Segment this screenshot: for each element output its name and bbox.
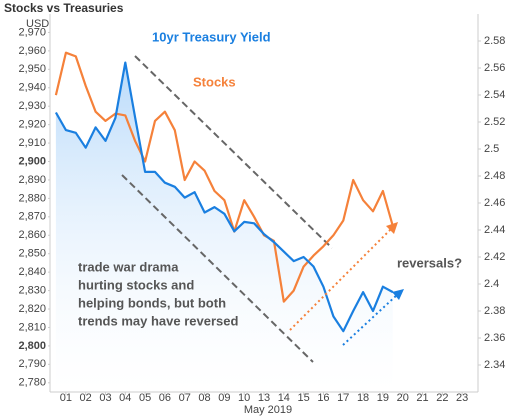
x-tick-label: 19 <box>377 392 389 404</box>
annotation: hurting stocks and <box>78 277 194 292</box>
x-tick-label: 03 <box>99 392 111 404</box>
y-tick-label: 2,900 <box>18 155 46 167</box>
x-tick-label: 22 <box>436 392 448 404</box>
y2-tick-label: 2.44 <box>484 224 505 236</box>
y-tick-label: 2,780 <box>18 377 46 389</box>
annotation: reversals? <box>397 255 462 270</box>
y-tick-label: 2,920 <box>18 119 46 131</box>
x-tick-label: 08 <box>198 392 210 404</box>
y-tick-label: 2,950 <box>18 63 46 75</box>
y2-tick-label: 2.4 <box>484 278 499 290</box>
annotation: trends may have reversed <box>78 313 238 328</box>
y2-tick-label: 2.5 <box>484 143 499 155</box>
y-tick-label: 2,930 <box>18 100 46 112</box>
x-tick-label: 02 <box>80 392 92 404</box>
x-tick-label: 09 <box>218 392 230 404</box>
y-tick-label: 2,850 <box>18 248 46 260</box>
y-tick-label: 2,800 <box>18 340 46 352</box>
x-tick-label: 07 <box>179 392 191 404</box>
y2-tick-label: 2.36 <box>484 332 505 344</box>
y2-tick-label: 2.38 <box>484 305 505 317</box>
y2-tick-label: 2.54 <box>484 89 505 101</box>
chart-title: Stocks vs Treasuries <box>4 1 124 15</box>
x-tick-label: 05 <box>139 392 151 404</box>
area <box>55 62 393 392</box>
x-tick-label: 21 <box>416 392 428 404</box>
y2-tick-label: 2.52 <box>484 116 505 128</box>
annotation: helping bonds, but both <box>78 295 226 310</box>
y-tick-label: 2,810 <box>18 321 46 333</box>
y2-tick-label: 2.46 <box>484 197 505 209</box>
y-tick-label: 2,840 <box>18 266 46 278</box>
arrow-head <box>386 222 398 234</box>
x-tick-label: 13 <box>258 392 270 404</box>
x-tick-label: 04 <box>119 392 131 404</box>
y2-tick-label: 2.42 <box>484 251 505 263</box>
x-tick-label: 18 <box>357 392 369 404</box>
x-tick-label: 16 <box>317 392 329 404</box>
trend-arrow <box>289 227 393 331</box>
y-tick-label: 2,790 <box>18 358 46 370</box>
y-axis-label: USD <box>26 18 49 30</box>
y-tick-label: 2,970 <box>18 26 46 38</box>
arrow-head <box>392 289 404 300</box>
y-tick-label: 2,890 <box>18 174 46 186</box>
y2-tick-label: 2.48 <box>484 170 505 182</box>
x-tick-label: 15 <box>298 392 310 404</box>
x-tick-label: 23 <box>456 392 468 404</box>
y-tick-label: 2,870 <box>18 211 46 223</box>
y-tick-label: 2,960 <box>18 45 46 57</box>
y-tick-label: 2,880 <box>18 192 46 204</box>
x-tick-label: 01 <box>60 392 72 404</box>
line <box>54 51 394 303</box>
series-label: 10yr Treasury Yield <box>152 29 271 44</box>
y2-tick-label: 2.58 <box>484 35 505 47</box>
channel-line <box>121 174 314 363</box>
x-tick-label: 06 <box>159 392 171 404</box>
x-axis-label: May 2019 <box>244 404 292 416</box>
x-tick-label: 10 <box>238 392 250 404</box>
y-tick-label: 2,820 <box>18 303 46 315</box>
y-tick-label: 2,940 <box>18 82 46 94</box>
x-tick-label: 17 <box>337 392 349 404</box>
y-tick-label: 2,910 <box>18 137 46 149</box>
annotation: trade war drama <box>78 259 179 274</box>
y-tick-label: 2,860 <box>18 229 46 241</box>
y2-tick-label: 2.56 <box>484 62 505 74</box>
channel-line <box>134 55 333 249</box>
y-tick-label: 2,830 <box>18 284 46 296</box>
x-tick-label: 20 <box>397 392 409 404</box>
x-tick-label: 14 <box>278 392 290 404</box>
y2-tick-label: 2.34 <box>484 359 505 371</box>
series-label: Stocks <box>193 74 236 89</box>
line <box>54 61 394 333</box>
